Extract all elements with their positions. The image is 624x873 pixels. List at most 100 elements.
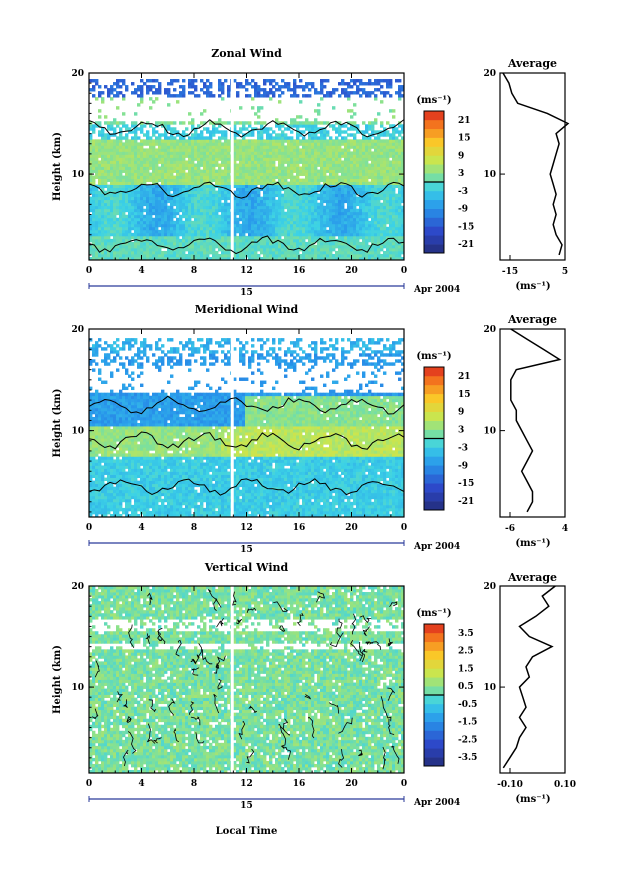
colorbar-swatch (424, 375, 444, 386)
colorbar-tick-label: -3 (458, 187, 468, 197)
colorbar-swatch (424, 164, 444, 174)
x-tick-label: 16 (293, 523, 306, 533)
y-axis-label: Height (km) (52, 132, 63, 201)
colorbar-swatch (424, 659, 444, 669)
x-tick-label: 0 (86, 266, 92, 276)
y-tick-label: 20 (71, 582, 84, 592)
colorbar-swatch (424, 721, 444, 731)
colorbar-tick-label: 1.5 (458, 664, 474, 674)
colorbar-swatch (424, 703, 444, 714)
colorbar-tick-label: -9 (458, 461, 468, 471)
colorbar-swatch (424, 429, 444, 439)
colorbar-swatch (424, 447, 444, 457)
date-label: Apr 2004 (413, 285, 460, 295)
colorbar-swatch (424, 712, 444, 722)
profile-title: Average (507, 313, 557, 326)
profile-unit: (ms⁻¹) (515, 538, 550, 549)
y-axis-label: Height (km) (52, 645, 63, 714)
contour-lines (88, 395, 405, 496)
colorbar-swatch (424, 393, 444, 404)
profile-x-tick-label: 0.10 (554, 780, 576, 790)
profile-x-tick-label: 5 (562, 267, 568, 277)
colorbar-swatch (424, 624, 444, 634)
date-label: Apr 2004 (413, 798, 460, 808)
colorbar-unit: (ms⁻¹) (416, 95, 451, 106)
colorbar-tick-label: -15 (458, 222, 474, 232)
x-tick-label: 0 (401, 779, 407, 789)
x-tick-label: 20 (345, 779, 358, 789)
colorbar-swatch (424, 244, 444, 254)
colorbar-swatch (424, 111, 444, 121)
colorbar-tick-label: 3.5 (458, 629, 474, 639)
colorbar-swatch (424, 668, 444, 678)
profile-y-tick-label: 20 (483, 582, 496, 592)
colorbar-tick-label: -15 (458, 479, 474, 489)
colorbar-swatch (424, 182, 444, 192)
x-tick-label: 4 (138, 779, 144, 789)
colorbar-swatch (424, 137, 444, 147)
heatmap-cells (89, 338, 405, 518)
panel-1: Zonal Wind 0 4 8 12 16 20 0 15 Apr 2004 20 10 Height… (52, 47, 570, 298)
colorbar-swatch (424, 235, 444, 245)
data-gap (230, 73, 234, 260)
colorbar-tick-label: -3 (458, 443, 468, 453)
y-tick-label: 10 (71, 683, 84, 693)
colorbar-swatch (424, 190, 444, 201)
colorbar-swatch (424, 492, 444, 502)
profile-y-tick-label: 10 (483, 170, 496, 180)
colorbar-swatch (424, 146, 444, 156)
profile-x-tick-label: -6 (505, 524, 515, 534)
x-tick-label: 12 (240, 523, 253, 533)
date-label: Apr 2004 (413, 542, 460, 552)
profile-title: Average (507, 571, 557, 584)
x-axis-label: Local Time (216, 826, 278, 837)
x-tick-label: 4 (138, 266, 144, 276)
x-tick-label: 0 (86, 779, 92, 789)
x-tick-label: 8 (191, 266, 197, 276)
x-tick-label: 0 (401, 523, 407, 533)
colorbar-tick-label: 15 (458, 390, 471, 400)
colorbar-tick-label: -21 (458, 240, 474, 250)
y-axis-label: Height (km) (52, 389, 63, 458)
x-tick-label: 8 (191, 779, 197, 789)
profile-frame (499, 328, 566, 518)
x-tick-label: 8 (191, 523, 197, 533)
panel-title: Vertical Wind (204, 561, 289, 574)
colorbar-tick-label: -2.5 (458, 735, 477, 745)
y-tick-label: 20 (71, 69, 84, 79)
profile-unit: (ms⁻¹) (515, 281, 550, 292)
colorbar-tick-label: 9 (458, 151, 464, 161)
colorbar-swatch (424, 695, 444, 705)
y-tick-label: 10 (71, 427, 84, 437)
colorbar-swatch (424, 739, 444, 749)
colorbar-swatch (424, 155, 444, 165)
colorbar-tick-label: -1.5 (458, 718, 477, 728)
profile-y-tick-label: 10 (483, 427, 496, 437)
x-tick-label: 12 (240, 266, 253, 276)
profile-frame (499, 585, 566, 774)
colorbar-swatch (424, 208, 444, 218)
colorbar-swatch (424, 632, 444, 643)
colorbar-swatch (424, 384, 444, 395)
colorbar-swatch (424, 686, 444, 696)
panel-3: Vertical Wind 0 4 8 12 16 20 0 15 Apr 2004 20 10 Hei… (52, 561, 576, 837)
contour-lines (88, 119, 405, 255)
x-tick-label: 20 (345, 266, 358, 276)
colorbar-tick-label: 21 (458, 372, 471, 382)
x-tick-label: 12 (240, 779, 253, 789)
colorbar-swatch (424, 199, 444, 209)
profile-line (502, 585, 556, 769)
colorbar-tick-label: -0.5 (458, 700, 477, 710)
heatmap-cells (89, 586, 405, 774)
profile-unit: (ms⁻¹) (515, 794, 550, 805)
y-tick-label: 10 (71, 170, 84, 180)
colorbar-swatch (424, 474, 444, 484)
panel-title: Meridional Wind (195, 303, 299, 316)
y-tick-label: 20 (71, 325, 84, 335)
colorbar-tick-label: 15 (458, 134, 471, 144)
date-day-label: 15 (240, 545, 253, 555)
colorbar-swatch (424, 757, 444, 767)
panel-title: Zonal Wind (211, 47, 282, 60)
colorbar-swatch (424, 748, 444, 758)
